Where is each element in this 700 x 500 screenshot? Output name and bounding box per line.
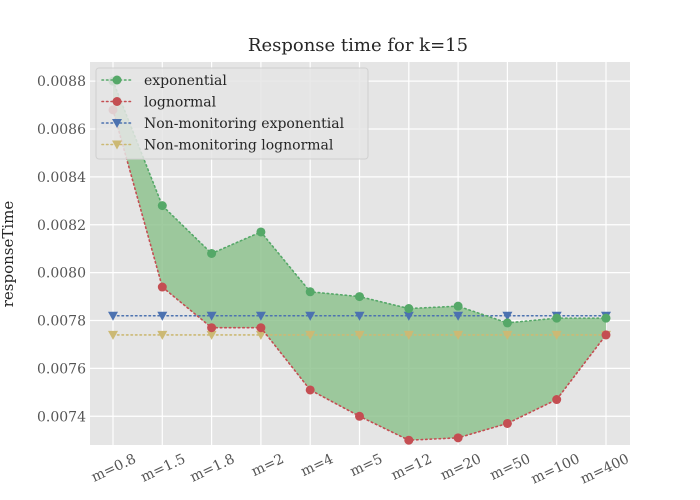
data-point [453,433,463,443]
data-point [305,287,315,297]
data-point [305,385,315,395]
data-point [157,311,168,321]
y-tick-label: 0.0076 [37,361,86,377]
data-point [255,330,266,340]
data-point [355,292,364,302]
data-point [502,330,513,340]
data-point [256,227,266,237]
data-point [601,313,611,323]
data-point [108,311,118,321]
legend-label: lognormal [144,95,217,111]
data-point [255,311,266,321]
data-point [403,311,414,321]
y-axis-label: responseTime [0,201,17,308]
legend-box [95,67,369,160]
data-point [354,311,365,321]
data-point [552,395,562,405]
y-tick-label: 0.0088 [37,74,86,90]
series-lines [108,76,611,445]
data-point [157,330,168,340]
data-point [404,435,414,445]
data-point [108,330,118,340]
legend-label: Non-monitoring exponential [144,116,345,132]
legend-marker [112,140,122,150]
fill-between-polygon [113,81,606,441]
legend-label: Non-monitoring lognormal [144,138,334,154]
data-point [157,201,167,211]
data-point [355,411,364,421]
data-point [453,330,464,340]
data-point [601,330,611,340]
data-point [453,301,463,311]
y-tick-label: 0.0086 [37,122,86,138]
data-point [157,282,167,292]
data-point [256,323,266,333]
y-axis-ticks: 0.0074 0.0076 0.0078 0.0080 0.0082 0.0084 0.00… [37,74,86,425]
data-point [206,330,217,340]
y-tick-label: 0.0078 [37,314,86,330]
y-tick-label: 0.0084 [37,170,86,186]
y-tick-label: 0.0074 [37,409,86,425]
legend-marker [112,97,122,106]
data-point [354,330,365,340]
fill-between-area [113,81,606,441]
legend-marker [112,119,122,128]
data-point [404,304,414,314]
data-point [305,330,316,340]
series-non-monitoring-exponential [108,311,611,321]
legend: exponential lognormal Non-monitoring expon… [95,67,369,160]
series-non-monitoring-lognormal [108,330,611,340]
data-point [403,330,414,340]
data-point [207,249,217,258]
series-lognormal [108,105,611,445]
data-point [206,311,217,321]
data-point [551,330,562,340]
data-point [207,323,217,333]
legend-marker [112,75,122,85]
data-point [453,311,464,321]
y-tick-label: 0.0082 [37,218,86,234]
y-tick-label: 0.0080 [37,266,86,282]
data-point [502,311,513,321]
data-point [502,418,512,428]
chart-title: Response time for k=15 [248,35,468,56]
data-point [305,311,316,321]
data-point [502,318,512,328]
legend-label: exponential [144,73,227,89]
data-point [552,313,562,323]
